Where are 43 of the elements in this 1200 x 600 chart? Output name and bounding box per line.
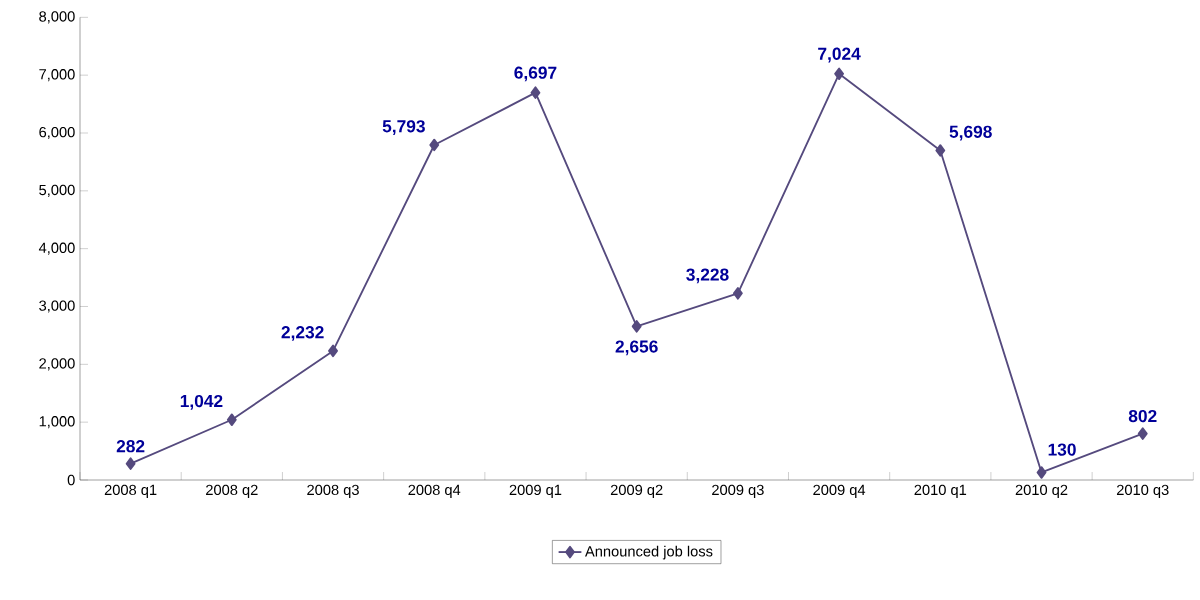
x-tick-label: 2009 q2	[610, 484, 663, 498]
y-tick-label: 8,000	[39, 11, 75, 24]
y-tick-label: 7,000	[39, 69, 75, 82]
data-label: 3,228	[686, 268, 729, 284]
point	[631, 320, 642, 333]
point	[1036, 466, 1047, 479]
data-label: 130	[1048, 443, 1076, 456]
y-tick-label: 1,000	[39, 416, 75, 429]
data-label: 6,697	[514, 66, 557, 82]
x-tick-label: 2008 q1	[104, 484, 157, 498]
data-label: 5,793	[382, 120, 425, 135]
data-label: 802	[1128, 409, 1157, 423]
point	[429, 138, 440, 152]
x-tick-label: 2008 q4	[408, 484, 461, 498]
point	[834, 67, 845, 81]
point	[935, 144, 946, 157]
y-tick-label: 2,000	[39, 358, 75, 371]
x-tick-label: 2009 q1	[509, 484, 562, 498]
x-tick-label: 2010 q3	[1116, 484, 1169, 498]
y-tick-label: 6,000	[39, 126, 75, 140]
point	[328, 344, 338, 358]
data-label: 282	[116, 440, 145, 453]
point	[125, 457, 136, 470]
x-tick-label: 2010 q2	[1015, 484, 1068, 498]
data-label: 2,656	[615, 340, 658, 356]
point	[732, 287, 743, 300]
y-tick-label: 4,000	[38, 242, 75, 255]
data-label: 1,042	[180, 394, 223, 410]
y-tick-label: 3,000	[39, 300, 75, 313]
point	[226, 413, 237, 427]
data-label: 7,024	[818, 47, 861, 63]
x-tick-label: 2009 q3	[712, 484, 764, 498]
point	[1137, 427, 1148, 440]
point	[530, 86, 541, 99]
legend-label: Announced job loss	[585, 545, 713, 560]
x-tick-label: 2008 q3	[307, 484, 359, 498]
y-tick-label: 0	[67, 474, 75, 486]
y-tick-label: 5,000	[39, 184, 75, 197]
data-label: 5,698	[949, 125, 992, 141]
data-label: 2,232	[281, 326, 324, 341]
x-tick-label: 2009 q4	[813, 484, 866, 498]
x-tick-label: 2010 q1	[914, 484, 967, 498]
x-tick-label: 2008 q2	[206, 484, 258, 498]
